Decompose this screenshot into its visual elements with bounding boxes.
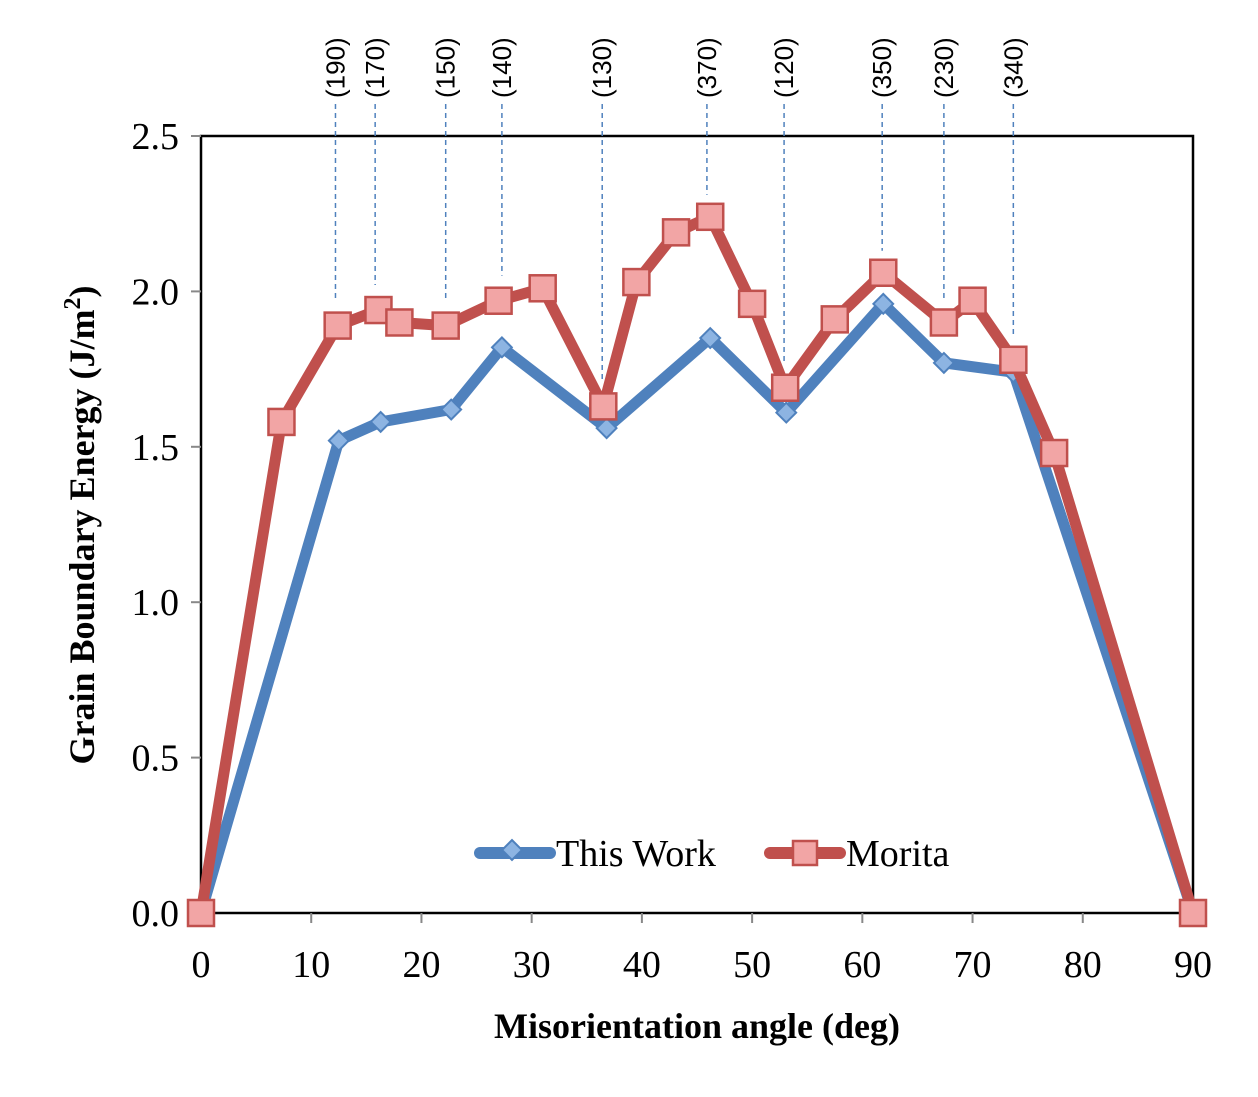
point-morita-2 (323, 311, 352, 340)
x-tick-label-30: 30 (513, 944, 551, 986)
axis-layer: 0 10 20 30 40 50 60 70 80 90 0.0 0.5 1.0 1.5 2.0 2.5 (132, 116, 1213, 986)
x-tick-label-20: 20 (402, 944, 440, 986)
point-this-work-2 (369, 410, 392, 434)
point-morita-14 (820, 305, 850, 334)
point-morita-17 (958, 286, 987, 315)
annotation-label-3: (140) (487, 37, 517, 98)
plot-area-frame (199, 134, 1195, 915)
point-morita-19 (1039, 438, 1069, 468)
point-this-work-4 (490, 336, 514, 359)
x-tick-label-0: 0 (192, 944, 211, 986)
annotation-label-0: (190) (320, 37, 350, 98)
point-this-work-8 (871, 292, 895, 316)
point-morita-0 (186, 898, 216, 928)
annotation-label-1: (170) (360, 37, 390, 98)
point-morita-13 (770, 373, 800, 402)
y-tick-label-3: 1.5 (132, 427, 180, 469)
y-tick-label-5: 2.5 (132, 116, 180, 158)
point-morita-16 (929, 308, 959, 337)
y-axis-title: Grain Boundary Energy (J/m2) (60, 285, 102, 764)
legend-label-this-work: This Work (556, 833, 716, 875)
y-axis-title-superscript: 2 (60, 297, 86, 309)
point-this-work-5 (595, 416, 618, 440)
y-tick-label-0: 0.0 (132, 893, 180, 935)
x-tick-label-70: 70 (954, 944, 992, 986)
legend-marker-morita (791, 839, 819, 867)
point-morita-12 (737, 289, 767, 319)
x-tick-label-80: 80 (1064, 944, 1102, 986)
x-axis-title: Misorientation angle (deg) (494, 1006, 900, 1046)
point-morita-11 (695, 202, 725, 232)
point-morita-10 (661, 218, 691, 247)
point-morita-20 (1178, 898, 1208, 928)
y-tick-label-1: 0.5 (132, 738, 180, 780)
point-morita-8 (589, 392, 618, 421)
point-this-work-3 (439, 398, 463, 421)
legend-marker-this-work (500, 838, 524, 862)
point-morita-18 (999, 345, 1028, 375)
annotation-label-7: (350) (867, 37, 897, 98)
x-tick-label-40: 40 (623, 944, 661, 986)
point-this-work-7 (774, 401, 798, 424)
annotation-layer: (190) (170) (150) (140) (130) (370) (120) (350)… (320, 37, 1028, 382)
x-tick-label-10: 10 (292, 944, 330, 986)
point-morita-7 (528, 274, 557, 303)
point-morita-5 (431, 311, 460, 340)
point-this-work-9 (932, 351, 956, 375)
point-morita-4 (385, 308, 414, 337)
point-morita-9 (622, 267, 651, 297)
y-tick-label-2: 1.0 (132, 582, 180, 624)
annotation-label-4: (130) (587, 37, 617, 98)
x-tick-label-50: 50 (733, 944, 771, 986)
x-tick-label-90: 90 (1174, 944, 1212, 986)
legend: This Work Morita (474, 833, 950, 875)
point-morita-6 (484, 286, 513, 315)
annotation-label-2: (150) (431, 37, 461, 98)
annotation-label-8: (230) (929, 37, 959, 98)
annotation-label-9: (340) (998, 37, 1028, 98)
annotation-label-6: (120) (769, 37, 799, 98)
point-morita-1 (267, 407, 296, 437)
point-this-work-6 (698, 326, 722, 350)
annotation-label-5: (370) (692, 37, 722, 98)
point-this-work-1 (327, 429, 351, 452)
y-tick-label-4: 2.0 (132, 271, 180, 313)
series-line-this-work (195, 298, 1199, 919)
series-layer (186, 202, 1208, 928)
y-axis-title-end: ) (62, 285, 102, 297)
legend-label-morita: Morita (846, 833, 950, 875)
point-morita-15 (869, 258, 898, 288)
y-axis-title-main: Grain Boundary Energy (J/m (62, 309, 102, 764)
x-tick-label-60: 60 (843, 944, 881, 986)
